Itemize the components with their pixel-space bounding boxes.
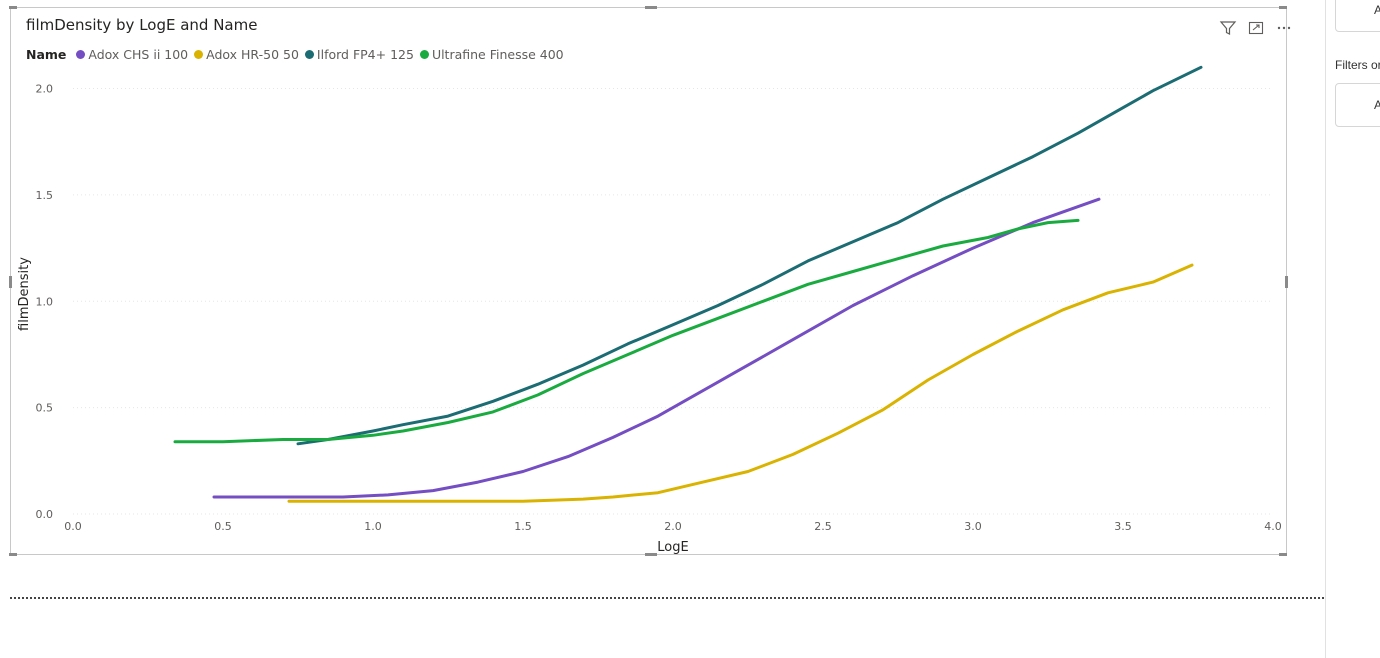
x-tick-label: 3.0 — [964, 520, 982, 533]
series-line-2 — [296, 65, 1203, 446]
y-tick-label: 0.0 — [36, 508, 54, 521]
plot-area: 0.0 0.5 1.0 1.5 2.0 0.0 0.5 1.0 1.5 2.0 2.5 3.0 3.5 4… — [17, 65, 1282, 554]
x-tick-label: 2.5 — [814, 520, 832, 533]
chart-legend: Name Adox CHS ii 100 Adox HR-50 50 Ilfor… — [26, 47, 570, 62]
y-tick-label: 2.0 — [36, 83, 54, 96]
filter-drop-card[interactable]: A — [1335, 83, 1380, 127]
y-tick-label: 1.5 — [36, 189, 54, 202]
filter-icon[interactable] — [1219, 19, 1237, 37]
resize-handle-corner-tl[interactable] — [9, 6, 17, 9]
more-options-icon[interactable] — [1275, 19, 1293, 37]
legend-label: Adox HR-50 50 — [206, 47, 299, 62]
y-axis-title: filmDensity — [17, 257, 32, 331]
x-tick-label: 0.5 — [214, 520, 232, 533]
resize-handle-left[interactable] — [9, 276, 12, 288]
legend-dot-icon — [419, 50, 429, 59]
resize-handle-corner-br[interactable] — [1279, 553, 1287, 556]
line-chart-visual[interactable]: filmDensity by LogE and Name Name Adox C… — [9, 6, 1291, 556]
focus-mode-icon[interactable] — [1247, 19, 1265, 37]
x-tick-label: 1.0 — [364, 520, 382, 533]
y-tick-label: 1.0 — [36, 295, 54, 308]
x-tick-label: 0.0 — [64, 520, 82, 533]
resize-handle-bottom[interactable] — [645, 553, 657, 556]
legend-label: Adox CHS ii 100 — [88, 47, 189, 62]
filters-pane: A Filters or A — [1325, 0, 1380, 658]
page-boundary-line — [10, 597, 1324, 599]
filter-card-top-text: A — [1374, 3, 1380, 17]
x-tick-label: 4.0 — [1264, 520, 1282, 533]
legend-item-adox-chs[interactable]: Adox CHS ii 100 — [76, 47, 188, 62]
series-line-3 — [173, 218, 1080, 444]
series-line-0 — [212, 197, 1101, 499]
x-axis-title: LogE — [657, 540, 688, 554]
resize-handle-top[interactable] — [645, 6, 657, 9]
legend-dot-icon — [304, 50, 314, 59]
resize-handle-right[interactable] — [1285, 276, 1288, 288]
filter-card-top[interactable]: A — [1335, 0, 1380, 32]
series-line-1 — [287, 263, 1194, 503]
legend-dot-icon — [76, 50, 86, 59]
visual-title: filmDensity by LogE and Name — [26, 16, 258, 34]
legend-item-ultrafine[interactable]: Ultrafine Finesse 400 — [419, 47, 564, 62]
y-tick-label: 0.5 — [36, 402, 54, 415]
legend-item-adox-hr50[interactable]: Adox HR-50 50 — [194, 47, 299, 62]
visual-header-icons — [1219, 19, 1293, 37]
filters-on-page-label: Filters or — [1335, 58, 1380, 72]
x-tick-label: 2.0 — [664, 520, 682, 533]
legend-title: Name — [26, 47, 67, 62]
x-tick-label: 1.5 — [514, 520, 532, 533]
legend-label: Ultrafine Finesse 400 — [431, 47, 564, 62]
legend-dot-icon — [194, 50, 204, 59]
resize-handle-corner-tr[interactable] — [1279, 6, 1287, 9]
resize-handle-corner-bl[interactable] — [9, 553, 17, 556]
filter-drop-card-text: A — [1374, 98, 1380, 112]
x-tick-label: 3.5 — [1114, 520, 1132, 533]
legend-item-ilford-fp4[interactable]: Ilford FP4+ 125 — [304, 47, 414, 62]
legend-label: Ilford FP4+ 125 — [316, 47, 414, 62]
